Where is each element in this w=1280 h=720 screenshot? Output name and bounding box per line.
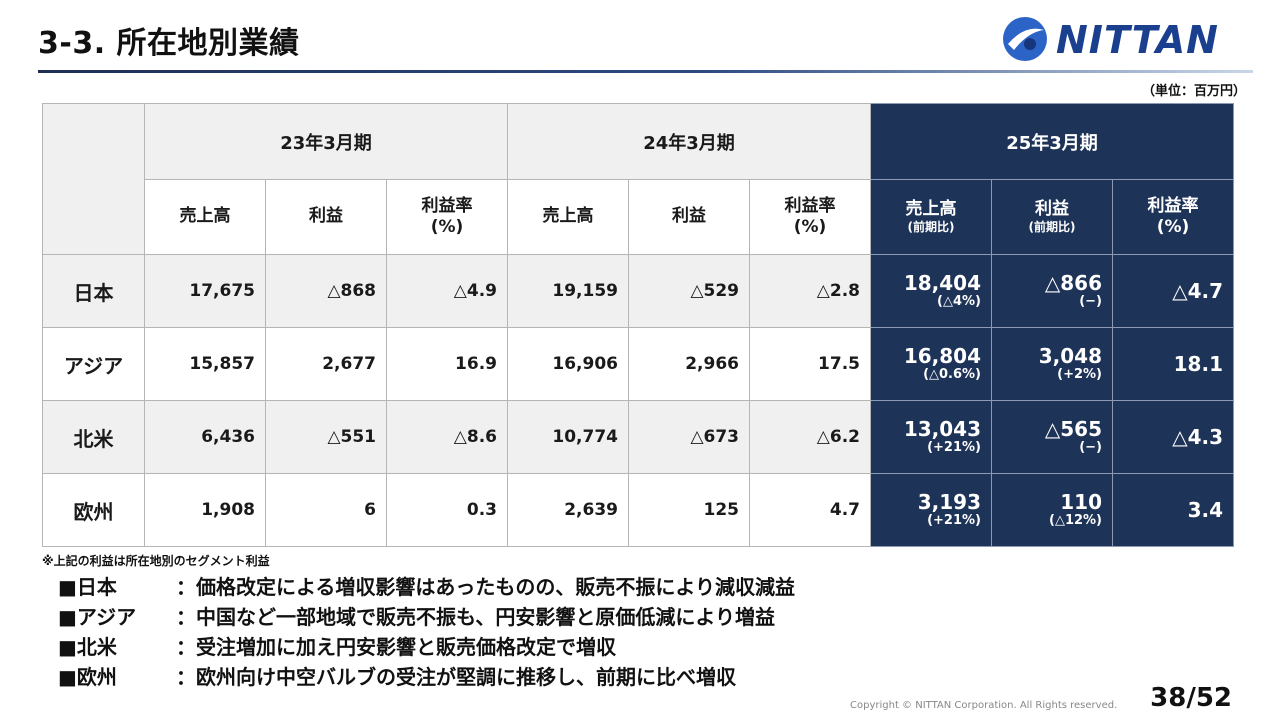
comment-text: ：欧州向け中空バルブの受注が堅調に推移し、前期に比べ増収 (176, 664, 736, 689)
comment-north-america: ■北米 ：受注増加に加え円安影響と販売価格改定で増収 (58, 630, 795, 660)
profit-cell: △529 (628, 254, 750, 328)
sales-header-25: 売上高 (前期比) (870, 179, 992, 255)
region-cell: アジア (42, 327, 145, 401)
margin-cell: 0.3 (386, 473, 508, 547)
comment-label: ■日本 (58, 574, 117, 599)
sales-cell: 16,906 (507, 327, 629, 401)
sales-cell: 17,675 (144, 254, 266, 328)
margin-cell: △6.2 (749, 400, 871, 474)
profit-cell: △868 (265, 254, 387, 328)
page-number: 38/52 (1150, 683, 1232, 713)
table-corner (42, 103, 145, 255)
margin-cell-25: 3.4 (1112, 473, 1234, 547)
logo-text: NITTAN (1056, 18, 1219, 62)
sales-cell: 2,639 (507, 473, 629, 547)
margin-cell-25: △4.3 (1112, 400, 1234, 474)
period-header-23: 23年3月期 (144, 103, 508, 180)
period-header-24: 24年3月期 (507, 103, 871, 180)
profit-header: 利益 (265, 179, 387, 255)
unit-label: （単位：百万円） (1141, 84, 1246, 99)
profit-cell-25: 3,048 (+2%) (991, 327, 1113, 401)
region-cell: 日本 (42, 254, 145, 328)
margin-header: 利益率 (%) (749, 179, 871, 255)
sales-cell: 1,908 (144, 473, 266, 547)
sales-cell-25: 18,404 (△4%) (870, 254, 992, 328)
profit-cell: 6 (265, 473, 387, 547)
comment-asia: ■アジア ：中国など一部地域で販売不振も、円安影響と原価低減により増益 (58, 600, 795, 630)
logo-mark-icon (1003, 17, 1047, 61)
margin-cell: △8.6 (386, 400, 508, 474)
comment-text: ：中国など一部地域で販売不振も、円安影響と原価低減により増益 (176, 604, 775, 629)
sales-cell: 19,159 (507, 254, 629, 328)
sales-cell-25: 13,043 (+21%) (870, 400, 992, 474)
table-row: 欧州 1,908 6 0.3 2,639 125 4.7 3,193 (+21%)… (42, 473, 1234, 547)
margin-cell: △2.8 (749, 254, 871, 328)
margin-cell: △4.9 (386, 254, 508, 328)
sales-cell: 15,857 (144, 327, 266, 401)
sales-header: 売上高 (144, 179, 266, 255)
margin-header: 利益率 (%) (386, 179, 508, 255)
profit-cell-25: △565 (−) (991, 400, 1113, 474)
table-row: 北米 6,436 △551 △8.6 10,774 △673 △6.2 13,0… (42, 400, 1234, 474)
region-comments: ■日本 ：価格改定による増収影響はあったものの、販売不振により減収減益 ■アジア… (58, 570, 795, 690)
sales-header: 売上高 (507, 179, 629, 255)
profit-header: 利益 (628, 179, 750, 255)
period-header-25: 25年3月期 (870, 103, 1234, 180)
profit-cell-25: 110 (△12%) (991, 473, 1113, 547)
sales-cell: 10,774 (507, 400, 629, 474)
profit-cell: 2,677 (265, 327, 387, 401)
margin-cell: 17.5 (749, 327, 871, 401)
margin-header-25: 利益率 (%) (1112, 179, 1234, 255)
margin-cell-25: 18.1 (1112, 327, 1234, 401)
title-underline (38, 70, 1253, 73)
profit-cell: 125 (628, 473, 750, 547)
profit-cell: 2,966 (628, 327, 750, 401)
comment-text: ：価格改定による増収影響はあったものの、販売不振により減収減益 (176, 574, 795, 599)
comment-label: ■北米 (58, 634, 117, 659)
comment-label: ■アジア (58, 604, 137, 629)
region-cell: 北米 (42, 400, 145, 474)
table-row: 日本 17,675 △868 △4.9 19,159 △529 △2.8 18,… (42, 254, 1234, 328)
margin-cell: 16.9 (386, 327, 508, 401)
sales-cell-25: 3,193 (+21%) (870, 473, 992, 547)
profit-header-25: 利益 (前期比) (991, 179, 1113, 255)
company-logo: NITTAN (1000, 12, 1260, 68)
profit-cell: △673 (628, 400, 750, 474)
comment-text: ：受注増加に加え円安影響と販売価格改定で増収 (176, 634, 616, 659)
regional-results-table: 23年3月期 24年3月期 25年3月期 売上高 利益 利益率 (%) 売上高 利… (42, 103, 1234, 547)
profit-cell: △551 (265, 400, 387, 474)
comment-japan: ■日本 ：価格改定による増収影響はあったものの、販売不振により減収減益 (58, 570, 795, 600)
margin-cell: 4.7 (749, 473, 871, 547)
copyright-text: Copyright © NITTAN Corporation. All Righ… (850, 700, 1118, 711)
sales-cell-25: 16,804 (△0.6%) (870, 327, 992, 401)
region-cell: 欧州 (42, 473, 145, 547)
table-row: アジア 15,857 2,677 16.9 16,906 2,966 17.5 … (42, 327, 1234, 401)
page-title: 3-3. 所在地別業績 (38, 26, 300, 61)
profit-cell-25: △866 (−) (991, 254, 1113, 328)
comment-label: ■欧州 (58, 664, 117, 689)
footnote: ※上記の利益は所在地別のセグメント利益 (42, 554, 270, 568)
comment-europe: ■欧州 ：欧州向け中空バルブの受注が堅調に推移し、前期に比べ増収 (58, 660, 795, 690)
margin-cell-25: △4.7 (1112, 254, 1234, 328)
sales-cell: 6,436 (144, 400, 266, 474)
